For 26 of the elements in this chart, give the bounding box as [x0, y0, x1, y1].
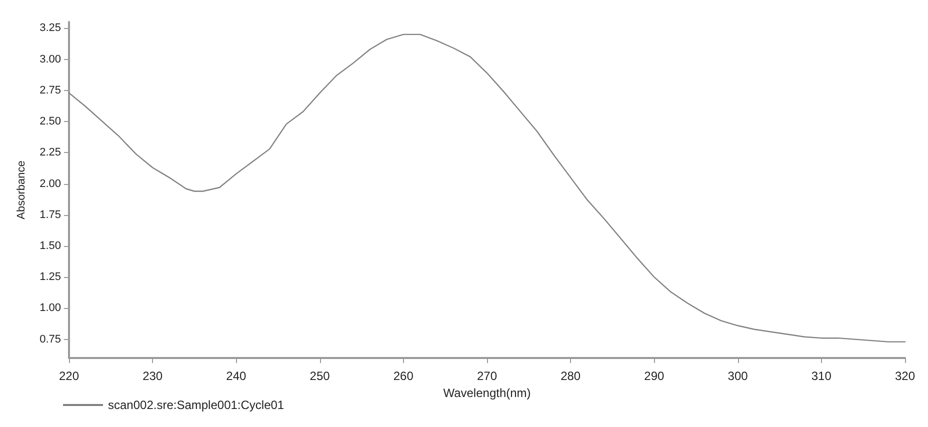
x-tick-label: 310: [811, 369, 832, 383]
legend-label: scan002.sre:Sample001:Cycle01: [108, 398, 284, 412]
x-tick-label: 220: [58, 369, 80, 383]
x-tick-label: 320: [894, 369, 916, 383]
x-tick-label: 250: [310, 369, 330, 383]
y-axis-title: Absorbance: [16, 160, 28, 220]
y-tick-label: 0.75: [40, 333, 61, 346]
y-tick-label: 1.75: [40, 208, 61, 221]
y-tick-label: 1.50: [40, 240, 61, 252]
line-series: [68, 34, 906, 342]
x-tick-label: 290: [644, 369, 665, 383]
x-tick-label: 240: [226, 369, 247, 383]
x-tick-label: 270: [476, 369, 498, 383]
x-axis-title: Wavelength(nm): [443, 386, 531, 400]
y-tick-label: 3.00: [40, 53, 61, 66]
y-tick-label: 2.00: [40, 178, 61, 190]
x-tick-label: 300: [728, 369, 748, 383]
y-tick-label: 3.25: [40, 22, 61, 34]
y-tick-label: 2.50: [40, 116, 61, 128]
y-tick-label: 2.25: [40, 146, 61, 159]
y-tick-label: 1.25: [40, 271, 61, 284]
y-tick-label: 1.00: [40, 302, 61, 314]
x-tick-label: 230: [142, 369, 163, 383]
y-tick-label: 2.75: [40, 84, 61, 96]
x-tick-label: 260: [393, 369, 414, 383]
x-tick-label: 280: [560, 369, 581, 383]
